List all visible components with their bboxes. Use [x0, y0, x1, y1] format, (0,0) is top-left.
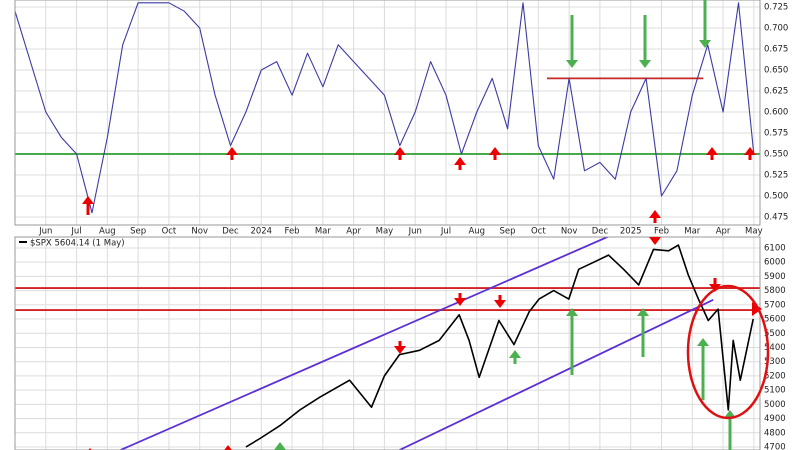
arrow-head — [639, 60, 651, 68]
x-tick-label: Jul — [70, 227, 81, 237]
y-tick-label: 0.725 — [764, 2, 788, 12]
x-tick-label: Dec — [222, 227, 239, 237]
arrow-head — [699, 40, 711, 48]
panel — [15, 0, 760, 225]
arrow-head — [454, 298, 466, 306]
y-tick-label: 5200 — [764, 371, 786, 381]
legend-swatch — [19, 241, 27, 243]
panel-border — [14, 236, 761, 450]
arrow-head — [744, 147, 756, 155]
x-tick-label: Jun — [408, 227, 422, 237]
x-tick-label: Sep — [130, 227, 146, 237]
arrow-head — [566, 60, 578, 68]
x-tick-label: Nov — [561, 227, 578, 237]
series-line — [15, 2, 755, 214]
y-tick-label: 4800 — [764, 428, 786, 438]
arrow-head — [637, 308, 649, 316]
x-tick-label: Aug — [99, 227, 116, 237]
trend-line — [120, 237, 610, 450]
arrow-head — [649, 210, 661, 218]
y-tick-label: 4900 — [764, 414, 786, 424]
arrow-head — [697, 338, 709, 346]
x-tick-label: Jun — [38, 227, 52, 237]
y-tick-label: 5500 — [764, 329, 786, 339]
arrow-head — [454, 157, 466, 165]
arrow-head — [226, 147, 238, 155]
y-tick-label: 5300 — [764, 357, 786, 367]
x-tick-label: Feb — [285, 227, 300, 237]
x-tick-label: Sep — [500, 227, 516, 237]
arrow-head — [489, 147, 501, 155]
y-tick-label: 0.700 — [764, 23, 788, 33]
y-tick-label: 0.525 — [764, 171, 788, 181]
arrow-head — [566, 308, 578, 316]
x-tick-label: 2025 — [620, 227, 642, 237]
arrow-head — [724, 410, 736, 418]
arrow-head — [706, 147, 718, 155]
x-tick-label: Jul — [440, 227, 451, 237]
y-tick-label: 6000 — [764, 258, 786, 268]
y-tick-label: 5600 — [764, 315, 786, 325]
y-tick-label: 6100 — [764, 243, 786, 253]
panel-background — [15, 0, 760, 225]
x-tick-label: 2024 — [250, 227, 272, 237]
arrow-head — [649, 237, 661, 245]
x-tick-label: Aug — [468, 227, 485, 237]
x-tick-label: Oct — [162, 227, 177, 237]
arrow-head — [394, 346, 406, 354]
y-tick-label: 0.600 — [764, 107, 788, 117]
y-tick-label: 0.625 — [764, 86, 788, 96]
x-tick-label: Oct — [531, 227, 546, 237]
panel — [15, 237, 760, 450]
axis-band — [0, 225, 800, 237]
panel-background — [15, 237, 760, 450]
x-tick-label: Dec — [592, 227, 609, 237]
x-tick-label: May — [376, 227, 394, 237]
x-tick-label: Apr — [716, 227, 731, 237]
highlight-circle — [686, 284, 770, 420]
arrow-head — [82, 196, 94, 204]
arrow-head — [494, 300, 506, 308]
x-tick-label: Nov — [191, 227, 208, 237]
y-tick-label: 0.650 — [764, 65, 788, 75]
y-tick-label: 5700 — [764, 300, 786, 310]
y-tick-label: 5400 — [764, 343, 786, 353]
x-tick-label: Apr — [346, 227, 361, 237]
panel-border — [14, 0, 761, 226]
trend-line — [399, 299, 714, 450]
arrow-head — [509, 350, 521, 358]
x-tick-label: Feb — [654, 227, 669, 237]
y-tick-label: 4700 — [764, 443, 786, 450]
x-tick-label: May — [745, 227, 763, 237]
arrow-head — [224, 445, 232, 450]
y-tick-label: 5000 — [764, 400, 786, 410]
y-tick-label: 5900 — [764, 272, 786, 282]
y-tick-label: 0.550 — [764, 150, 788, 160]
arrow-head — [394, 147, 406, 155]
x-tick-label: Mar — [684, 227, 701, 237]
chart-title: $SPX 5604.14 (1 May) — [30, 239, 125, 249]
arrow-head — [274, 442, 286, 450]
x-tick-label: Mar — [315, 227, 332, 237]
y-tick-label: 0.575 — [764, 129, 788, 139]
y-tick-label: 0.500 — [764, 192, 788, 202]
y-tick-label: 5800 — [764, 286, 786, 296]
y-tick-label: 0.475 — [764, 213, 788, 223]
y-tick-label: 5100 — [764, 386, 786, 396]
y-tick-label: 0.675 — [764, 44, 788, 54]
